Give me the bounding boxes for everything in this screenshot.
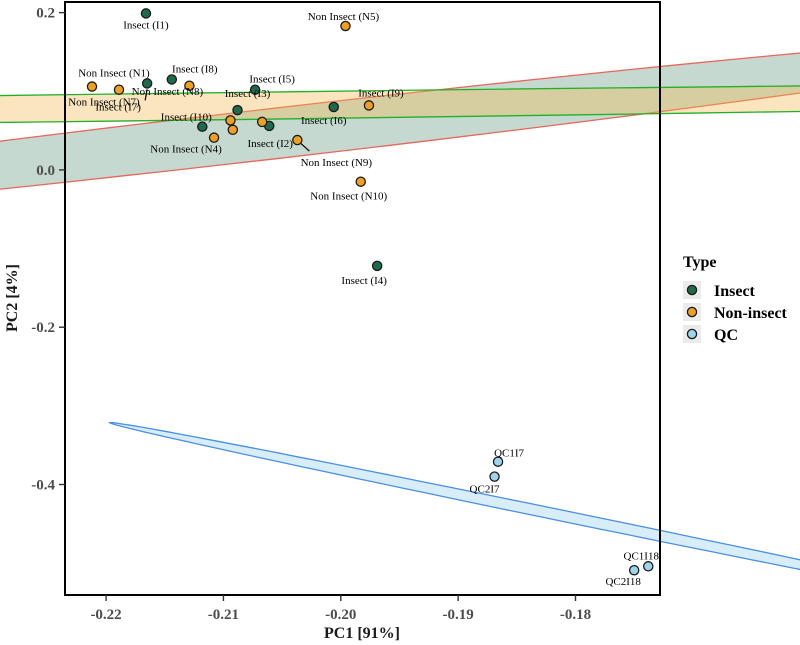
x-axis-title: PC1 [91%]	[324, 625, 400, 642]
data-point-qc	[489, 471, 500, 482]
data-point-insect	[371, 260, 383, 272]
data-points	[86, 8, 654, 576]
x-tick-label: -0.20	[325, 607, 356, 623]
legend-marker-insect	[686, 284, 698, 296]
data-point-non-insect	[86, 81, 98, 92]
point-label: Non Insect (N7)	[68, 97, 140, 109]
y-tick-label: -0.4	[31, 478, 55, 494]
point-label: QC1I18	[624, 550, 660, 562]
data-point-insect	[249, 84, 261, 95]
data-point-insect	[166, 74, 178, 85]
ellipse-qc	[108, 421, 800, 571]
data-point-non-insect	[225, 115, 236, 126]
data-point-qc	[492, 456, 504, 467]
y-tick-label: 0.0	[36, 163, 55, 179]
point-label: Insect (I6)	[301, 115, 347, 127]
data-point-qc	[628, 564, 640, 576]
point-label: Insect (I9)	[358, 87, 404, 99]
data-point-insect	[232, 104, 243, 116]
legend-title: Type	[683, 254, 716, 271]
data-point-non-insect	[184, 80, 195, 92]
point-label: Insect (I8)	[172, 63, 218, 75]
y-tick-label: 0.2	[36, 6, 55, 22]
label-leader-lines	[144, 89, 310, 152]
point-label: Insect (I7)	[95, 101, 141, 113]
data-point-non-insect	[208, 132, 220, 143]
point-label: Non Insect (N4)	[150, 144, 222, 156]
point-label: Non Insect (N10)	[310, 191, 387, 203]
data-point-insect	[197, 121, 208, 132]
y-axis-title: PC2 [4%]	[4, 264, 21, 332]
x-tick-label: -0.19	[443, 607, 474, 623]
data-point-non-insect	[340, 20, 351, 32]
legend-marker-qc	[686, 328, 698, 340]
ellipse-insect	[0, 52, 800, 190]
data-point-non-insect	[227, 124, 239, 136]
point-labels: Insect (I1) Non Insect (N5) Non Insect (N1…	[68, 11, 659, 588]
point-label: Non Insect (N5)	[308, 11, 380, 23]
point-label: QC2I7	[470, 484, 500, 496]
y-tick-label: -0.2	[31, 320, 55, 336]
legend-label-non-insect: Non-insect	[714, 305, 788, 322]
point-label: Insect (I10)	[161, 112, 212, 124]
leader-line	[144, 89, 148, 101]
point-label: QC1I7	[494, 448, 524, 460]
legend-label-qc: QC	[714, 327, 738, 344]
point-label: QC2I18	[605, 576, 641, 588]
data-point-qc	[643, 561, 654, 572]
data-point-non-insect	[363, 100, 375, 111]
x-tick-label: -0.21	[208, 607, 239, 623]
plot-panel-border	[64, 1, 661, 596]
x-tick-label: -0.18	[560, 607, 591, 623]
data-point-insect	[328, 101, 339, 113]
legend-label-insect: Insect	[714, 283, 756, 300]
data-point-non-insect	[355, 176, 366, 187]
data-point-non-insect	[113, 84, 125, 95]
point-label: Non Insect (N9)	[301, 157, 373, 169]
point-label: Insect (I3)	[225, 88, 271, 100]
leader-line	[299, 142, 310, 152]
ellipse-non-insect	[0, 85, 800, 124]
point-label: Insect (I5)	[249, 74, 295, 86]
point-label: Non Insect (N8)	[132, 86, 204, 98]
data-point-non-insect	[256, 116, 268, 128]
data-point-insect	[141, 78, 153, 89]
point-label: Insect (I4)	[341, 275, 387, 287]
data-point-non-insect	[292, 134, 303, 146]
confidence-ellipses	[0, 52, 800, 571]
axes: -0.22 -0.21 -0.20 -0.19 -0.18 0.2 0.0 -0.2 -0.4	[31, 6, 591, 623]
x-tick-label: -0.22	[90, 607, 121, 623]
legend: Type Insect Non-insect QC	[683, 254, 788, 344]
point-label: Non Insect (N1)	[78, 68, 150, 80]
point-label: Insect (I1)	[123, 19, 169, 31]
point-label: Insect (I2)	[247, 138, 293, 150]
legend-marker-non-insect	[686, 306, 698, 318]
data-point-insect	[140, 8, 152, 19]
